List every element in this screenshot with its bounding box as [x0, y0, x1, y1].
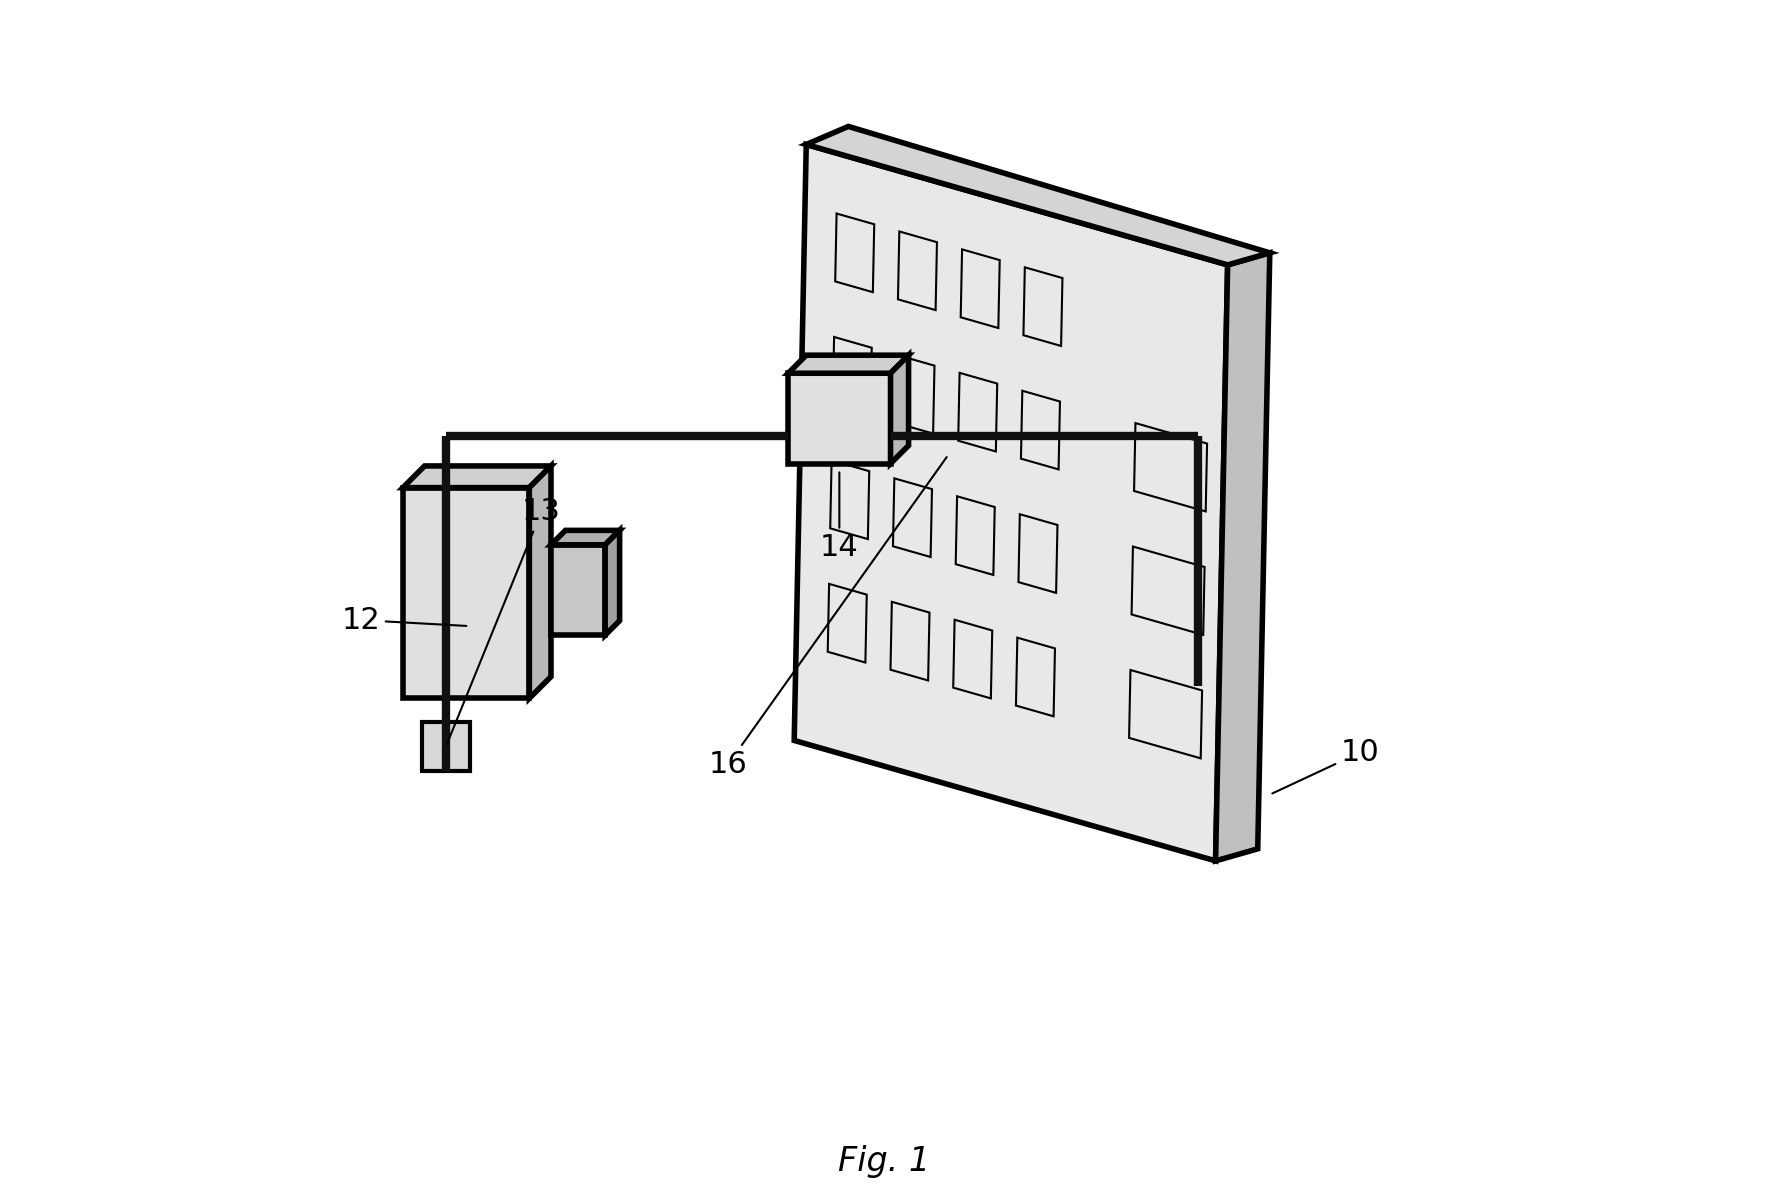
FancyBboxPatch shape: [403, 488, 529, 698]
Polygon shape: [890, 355, 909, 464]
Polygon shape: [807, 126, 1270, 265]
Polygon shape: [529, 466, 550, 698]
Polygon shape: [1215, 253, 1270, 861]
Polygon shape: [789, 355, 909, 373]
Polygon shape: [605, 530, 619, 636]
Polygon shape: [550, 530, 619, 544]
Text: 13: 13: [448, 497, 561, 744]
Text: 14: 14: [821, 472, 858, 562]
Text: 12: 12: [341, 606, 467, 635]
Polygon shape: [403, 466, 550, 488]
Text: Fig. 1: Fig. 1: [839, 1145, 930, 1179]
Polygon shape: [794, 144, 1228, 861]
Text: 10: 10: [1272, 738, 1380, 793]
FancyBboxPatch shape: [421, 722, 471, 771]
FancyBboxPatch shape: [789, 373, 890, 464]
FancyBboxPatch shape: [550, 544, 605, 636]
Text: 16: 16: [709, 458, 946, 779]
